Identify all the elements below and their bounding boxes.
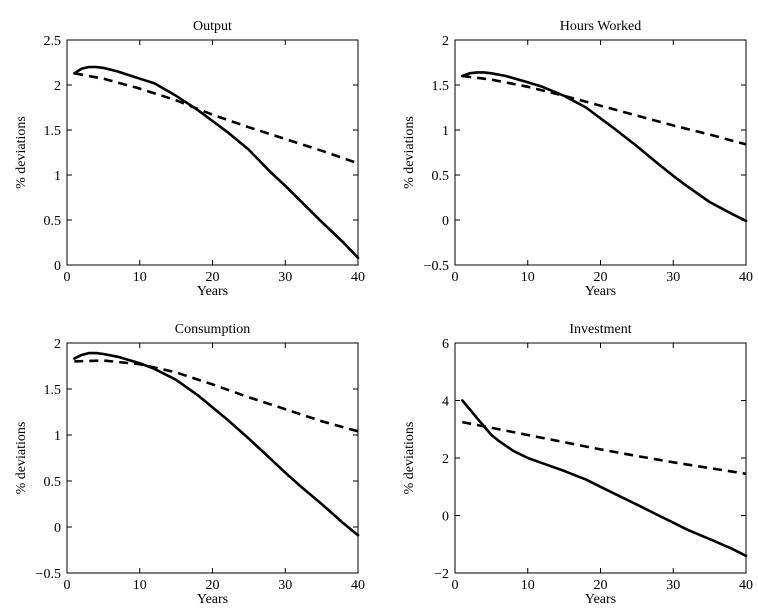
chart-title: Consumption <box>175 322 250 337</box>
x-tick-label: 10 <box>133 578 147 593</box>
x-axis-label: Years <box>197 284 228 299</box>
y-tick-label: 1.5 <box>44 124 62 139</box>
y-tick-label: 2 <box>442 34 449 49</box>
x-tick-label: 40 <box>351 578 365 593</box>
y-tick-label: −0.5 <box>424 259 449 274</box>
chart-title: Output <box>193 19 232 34</box>
dashed-series-line <box>74 359 359 433</box>
x-axis-label: Years <box>585 592 616 607</box>
y-tick-label: 2 <box>442 452 449 467</box>
chart-panel-0: Output 0 10 20 30 40 0 0.5 1 1.5 2 2.5 Years % deviat… <box>14 19 365 299</box>
x-tick-label: 30 <box>666 578 680 593</box>
x-tick-label: 40 <box>739 270 753 285</box>
y-axis-label: % deviations <box>402 422 417 495</box>
y-tick-label: 1 <box>54 169 61 184</box>
y-tick-label: 1 <box>54 429 61 444</box>
x-tick-label: 0 <box>64 270 71 285</box>
x-tick-label: 10 <box>521 270 535 285</box>
dashed-series-line <box>462 420 747 476</box>
solid-series-line <box>73 65 360 260</box>
y-tick-label: 0.5 <box>432 169 450 184</box>
x-tick-label: 10 <box>521 578 535 593</box>
y-tick-label: 0 <box>54 521 61 536</box>
chart-title: Hours Worked <box>560 19 641 34</box>
x-axis-label: Years <box>197 592 228 607</box>
dashed-series-line <box>462 74 747 146</box>
x-tick-label: 40 <box>351 270 365 285</box>
y-tick-label: 2 <box>54 79 61 94</box>
y-tick-label: 2 <box>54 337 61 352</box>
y-axis-label: % deviations <box>14 116 29 189</box>
y-tick-label: 2.5 <box>44 34 62 49</box>
plot-frame <box>454 39 747 266</box>
y-tick-label: −2 <box>434 567 449 582</box>
y-tick-label: −0.5 <box>36 567 61 582</box>
x-tick-label: 0 <box>452 270 459 285</box>
y-tick-label: 0 <box>54 259 61 274</box>
plot-frame <box>66 39 359 266</box>
x-tick-label: 0 <box>452 578 459 593</box>
y-tick-label: 0 <box>442 510 449 525</box>
solid-series-line <box>461 399 748 558</box>
x-tick-label: 30 <box>278 270 292 285</box>
x-tick-label: 10 <box>133 270 147 285</box>
x-tick-label: 30 <box>666 270 680 285</box>
y-tick-label: 1 <box>442 124 449 139</box>
y-tick-label: 1.5 <box>432 79 450 94</box>
solid-series-line <box>461 71 748 223</box>
y-tick-label: 6 <box>442 337 449 352</box>
plot-frame <box>454 342 747 574</box>
x-tick-label: 20 <box>594 270 608 285</box>
solid-series-line <box>73 351 360 537</box>
x-tick-label: 20 <box>594 578 608 593</box>
x-tick-label: 20 <box>206 270 220 285</box>
y-axis-label: % deviations <box>402 116 417 189</box>
y-tick-label: 0.5 <box>44 475 62 490</box>
x-tick-label: 30 <box>278 578 292 593</box>
y-axis-label: % deviations <box>14 422 29 495</box>
x-tick-label: 20 <box>206 578 220 593</box>
x-axis-label: Years <box>585 284 616 299</box>
x-tick-label: 40 <box>739 578 753 593</box>
y-tick-label: 0.5 <box>44 214 62 229</box>
x-tick-label: 0 <box>64 578 71 593</box>
plot-frame <box>66 342 359 574</box>
dashed-series-line <box>74 72 359 165</box>
y-tick-label: 1.5 <box>44 383 62 398</box>
chart-title: Investment <box>569 322 631 337</box>
y-tick-label: 4 <box>442 395 449 410</box>
y-tick-label: 0 <box>442 214 449 229</box>
